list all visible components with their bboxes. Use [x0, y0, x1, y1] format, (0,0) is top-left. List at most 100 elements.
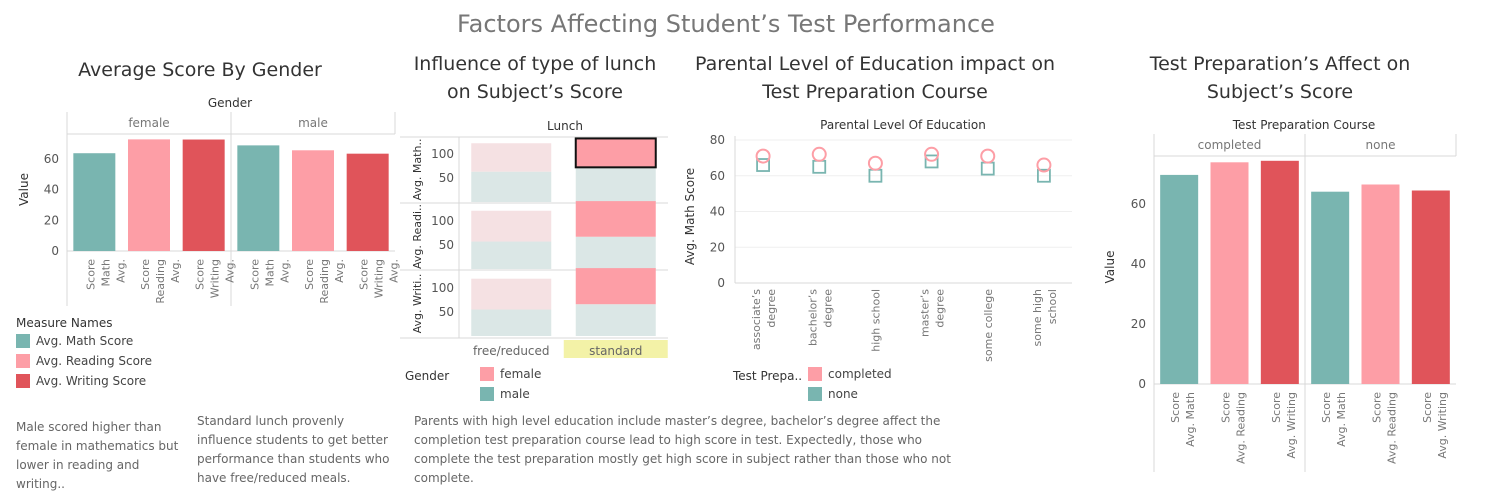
bar	[1260, 160, 1299, 384]
bar	[128, 139, 170, 251]
legend-label: Avg. Reading Score	[36, 354, 152, 368]
point-completed	[755, 148, 771, 164]
legend-item-writing[interactable]: Avg. Writing Score	[16, 374, 196, 388]
gender-note: Male scored higher than female in mathem…	[16, 420, 179, 491]
bar-female	[471, 278, 552, 310]
legend-label: Avg. Math Score	[36, 334, 134, 348]
y-axis-label: Value	[17, 173, 31, 206]
x-tick-label: free/reduced	[473, 344, 550, 358]
none-swatch	[808, 387, 822, 401]
bar	[182, 139, 225, 251]
prep-chart-title: Test Preparation’s Affect on Subject’s S…	[1149, 53, 1411, 103]
bar	[237, 145, 280, 251]
bar-male	[471, 309, 552, 336]
gender-legend: female male	[480, 367, 541, 401]
highlight-band	[563, 340, 668, 358]
gender-legend-title: Gender	[405, 369, 450, 383]
female-swatch	[480, 367, 494, 381]
x-tick-label: Score Writing Avg.	[358, 259, 401, 299]
bar	[1160, 174, 1199, 384]
y-tick-label: 50	[439, 238, 454, 252]
legend-label: completed	[828, 367, 892, 381]
dashboard-title: Factors Affecting Student’s Test Perform…	[457, 10, 995, 38]
x-tick-label: Score Avg. Writing	[1270, 392, 1298, 459]
legend-label: Avg. Writing Score	[36, 374, 147, 388]
x-tick-label: Score Avg. Math	[1320, 392, 1348, 447]
facet-header: Lunch	[547, 119, 583, 133]
legend-label: none	[828, 387, 858, 401]
gender-chart-title: Average Score By Gender	[78, 59, 322, 81]
y-tick-label: 20	[44, 213, 59, 227]
legend-item-math[interactable]: Avg. Math Score	[16, 334, 196, 348]
y-tick-label: 40	[1131, 257, 1146, 271]
y-tick-label: 20	[710, 240, 725, 254]
facet-label: female	[128, 116, 169, 130]
legend-item-completed[interactable]: completed	[808, 367, 892, 381]
x-tick-label: Score Math Avg.	[84, 259, 127, 290]
facet-header: Gender	[208, 96, 252, 110]
y-tick-label: 0	[717, 276, 725, 290]
x-tick-label: Score Writing Avg.	[194, 259, 237, 299]
y-axis-label: Value	[1103, 251, 1117, 284]
row-label: Avg. Math..	[411, 139, 424, 201]
bar	[346, 153, 389, 251]
bar-male	[575, 304, 656, 336]
bar-female	[471, 210, 552, 242]
lunch-note: Standard lunch provenly influence studen…	[197, 414, 390, 485]
completed-swatch	[808, 367, 822, 381]
prep-legend-title: Test Prepa..	[733, 369, 803, 383]
y-tick-label: 80	[710, 133, 725, 147]
parental-note: Parents with high level education includ…	[414, 414, 951, 485]
y-tick-label: 0	[51, 244, 59, 258]
y-tick-label: 0	[1138, 377, 1146, 391]
bar-male	[575, 236, 656, 269]
x-tick-label: master’s degree	[919, 289, 947, 337]
prep-legend: completed none	[808, 367, 892, 401]
legend-item-male[interactable]: male	[480, 387, 541, 401]
point-completed	[924, 146, 940, 162]
y-tick-label: 40	[44, 183, 59, 197]
point-none	[1037, 168, 1051, 183]
point-completed	[980, 148, 996, 164]
bar-male	[575, 167, 656, 202]
y-tick-label: 100	[431, 214, 454, 228]
y-tick-label: 20	[1131, 317, 1146, 331]
x-tick-label: some college	[982, 289, 995, 362]
bar-female	[471, 143, 552, 172]
x-tick-label: high school	[869, 289, 882, 352]
legend-label: female	[500, 367, 542, 381]
x-tick-label: Score Avg. Writing	[1421, 392, 1449, 459]
x-tick-label: Score Avg. Reading	[1220, 392, 1248, 464]
bar	[1311, 191, 1350, 384]
male-swatch	[480, 387, 494, 401]
legend-label: male	[500, 387, 530, 401]
legend-item-none[interactable]: none	[808, 387, 892, 401]
bar-female	[575, 201, 656, 237]
bar	[1411, 190, 1450, 384]
point-completed	[1036, 157, 1052, 173]
y-axis-label: Avg. Math Score	[683, 168, 697, 265]
point-none	[924, 154, 939, 169]
facet-label: none	[1366, 138, 1396, 152]
facet-header: Test Preparation Course	[1232, 118, 1375, 132]
y-tick-label: 50	[439, 305, 454, 319]
legend-item-reading[interactable]: Avg. Reading Score	[16, 354, 196, 368]
bar-female	[575, 268, 656, 305]
bar	[292, 150, 334, 251]
measure-legend: Measure Names Avg. Math Score Avg. Readi…	[16, 316, 196, 388]
bar-male	[471, 241, 552, 269]
bar	[1361, 184, 1400, 384]
point-none	[756, 158, 770, 172]
x-tick-label: Score Avg. Math	[1169, 392, 1197, 447]
facet-label: male	[298, 116, 328, 130]
bar	[1210, 162, 1249, 384]
point-completed	[811, 146, 827, 162]
facet-label: completed	[1198, 138, 1262, 152]
legend-item-female[interactable]: female	[480, 367, 541, 381]
bar-male	[471, 171, 552, 202]
